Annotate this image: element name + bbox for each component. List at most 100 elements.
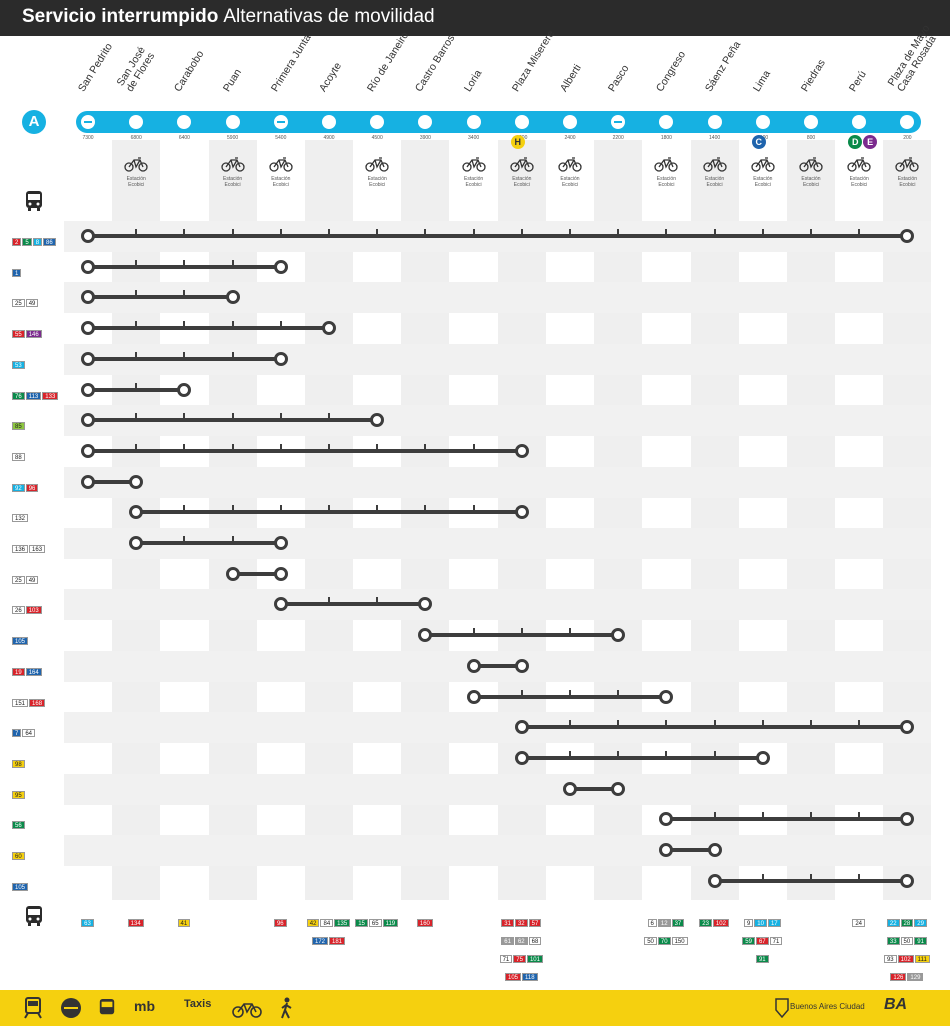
route-bus-lines: 60: [12, 845, 60, 863]
station-stop[interactable]: [804, 115, 818, 129]
route-endpoint: [659, 689, 674, 704]
route-tick: [713, 812, 716, 819]
route-tick: [135, 351, 138, 358]
bus-line-chip: 2: [12, 238, 22, 246]
route-endpoint: [900, 873, 915, 888]
route-tick: [231, 536, 234, 542]
title-rest: Alternativas de movilidad: [223, 6, 435, 27]
route-endpoint: [514, 720, 529, 735]
route-tick: [183, 321, 186, 328]
route-endpoint: [81, 229, 95, 243]
route-bus-lines: 56: [12, 814, 60, 832]
bus-line-chip: 59: [742, 937, 755, 945]
station-bus-lines: 42 84 135 172 181: [304, 912, 354, 948]
route-tick: [231, 229, 234, 235]
bus-line-chip: 65: [368, 919, 382, 927]
station-stop[interactable]: [177, 115, 192, 129]
route-tick: [617, 720, 620, 727]
city-shield-icon: [775, 998, 789, 1018]
station-stop[interactable]: [273, 115, 288, 129]
street-number: 6800: [130, 135, 142, 141]
station-name-line: Acoyte: [316, 60, 345, 94]
route-bar: [666, 817, 908, 822]
train-icon: [24, 997, 42, 1019]
route-tick: [810, 229, 812, 235]
bus-line-chip: 53: [12, 360, 25, 369]
street-number: 200: [903, 135, 912, 141]
station-bus-lines: 41: [159, 912, 209, 930]
route-bus-lines: 26 103: [12, 599, 60, 617]
line-badge: A: [22, 110, 46, 134]
bus-line-chip: 119: [382, 919, 399, 927]
route-endpoint: [81, 351, 95, 366]
route-bus-lines: 25 49: [12, 569, 60, 587]
station-name-line: Río de Janeiro: [365, 29, 412, 95]
bus-line-chip: 181: [329, 937, 346, 945]
route-tick: [231, 351, 234, 358]
route-endpoint: [514, 505, 529, 520]
station-stop[interactable]: [755, 115, 770, 129]
route-endpoint: [273, 259, 288, 274]
station-name-line: Carabobo: [172, 48, 207, 94]
route-bar: [88, 264, 281, 269]
route-tick: [713, 720, 716, 727]
bus-line-chip: 56: [12, 821, 25, 830]
station-stop[interactable]: [418, 115, 433, 129]
station-stop[interactable]: [563, 115, 577, 129]
station-stop[interactable]: [225, 115, 240, 129]
route-bus-lines: 85: [12, 415, 60, 433]
route-endpoint: [707, 873, 722, 888]
bus-line-chip: 10: [754, 919, 767, 927]
station-name: Primera Junta: [269, 32, 314, 94]
route-bar: [425, 633, 619, 638]
street-number: 5400: [275, 135, 287, 141]
route-tick: [279, 229, 282, 235]
station-bus-lines: 15 65 119: [352, 912, 402, 930]
station-stop[interactable]: [466, 115, 481, 129]
station-name: Castro Barros: [413, 33, 458, 94]
bus-line-chip: 41: [177, 919, 191, 927]
route-bar: [521, 755, 763, 760]
station-stop[interactable]: [852, 115, 867, 129]
route-bar: [136, 541, 281, 545]
route-tick: [328, 443, 330, 450]
street-number: 800: [806, 135, 816, 141]
route-tick: [472, 229, 475, 235]
bus-line-chip: 37: [671, 919, 685, 927]
bus-line-chip: 168: [29, 698, 46, 707]
city-label: Buenos Aires Ciudad: [790, 1002, 865, 1011]
station-stop[interactable]: [514, 115, 529, 129]
route-tick: [183, 443, 186, 450]
route-tick: [665, 229, 668, 235]
route-bar: [88, 387, 185, 392]
route-tick: [617, 229, 620, 235]
bus-line-chip: 88: [12, 452, 25, 461]
station-stop[interactable]: [370, 115, 385, 129]
station-bus-lines: 9 10 17 59 67 71 91: [738, 912, 788, 966]
station-stop[interactable]: [611, 115, 626, 129]
station-stop[interactable]: [659, 115, 674, 129]
station-bus-lines: 134: [111, 912, 161, 930]
station-name: Carabobo: [172, 48, 207, 94]
station-stop[interactable]: [707, 115, 722, 129]
route-tick: [376, 597, 379, 604]
bus-line-chip: 75: [513, 955, 526, 963]
station-stop[interactable]: [81, 115, 95, 129]
bus-line-chip: 98: [12, 759, 25, 768]
station-stop[interactable]: [322, 115, 336, 129]
route-endpoint: [563, 781, 577, 796]
bus-line-chip: 136: [12, 545, 29, 553]
bus-line-chip: 102: [897, 955, 914, 963]
bus-line-chip: 31: [501, 919, 514, 927]
street-number: 6400: [178, 135, 190, 141]
route-tick: [231, 413, 234, 420]
bus-line-chip: 102: [712, 919, 729, 927]
route-endpoint: [514, 750, 529, 765]
bus-line-chip: 132: [12, 514, 29, 523]
bus-line-chip: 32: [514, 919, 528, 927]
route-tick: [183, 536, 186, 542]
station-stop[interactable]: [129, 115, 144, 129]
bus-icon: [26, 191, 42, 211]
bike-icon: [847, 156, 871, 172]
station-stop[interactable]: [900, 115, 915, 129]
